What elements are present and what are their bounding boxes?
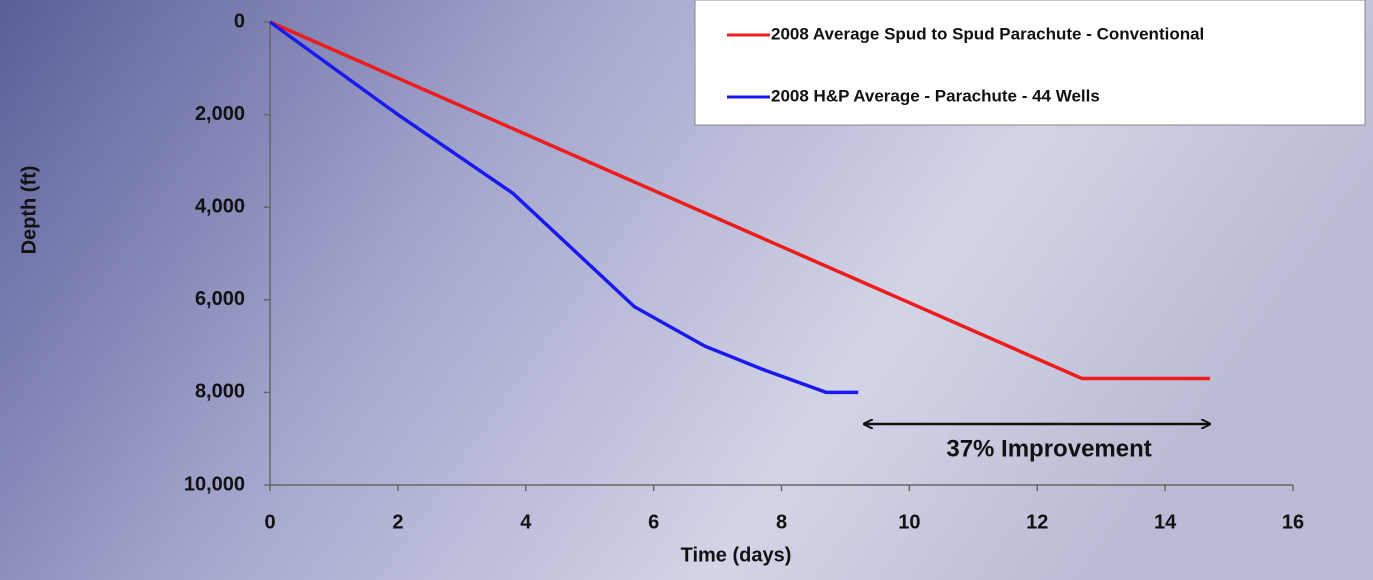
y-axis-label: Depth (ft): [18, 166, 40, 255]
x-tick-label: 4: [520, 511, 532, 533]
y-tick-label: 8,000: [195, 381, 245, 403]
x-axis-label: Time (days): [681, 544, 792, 566]
x-tick-label: 16: [1282, 511, 1304, 533]
x-tick-label: 6: [648, 511, 659, 533]
y-tick-label: 6,000: [195, 288, 245, 310]
annotation: 37% Improvement: [946, 435, 1151, 462]
y-tick-label: 2,000: [195, 103, 245, 125]
legend-box: [695, 0, 1365, 125]
y-tick-label: 10,000: [184, 473, 245, 495]
x-tick-label: 12: [1026, 511, 1048, 533]
legend-label: 2008 H&P Average - Parachute - 44 Wells: [771, 86, 1100, 105]
x-tick-label: 14: [1154, 511, 1177, 533]
x-tick-label: 8: [776, 511, 787, 533]
y-tick-label: 0: [234, 10, 245, 32]
legend-label: 2008 Average Spud to Spud Parachute - Co…: [771, 24, 1204, 43]
chart: Depth (ft) Time (days) 2008 Average Spud…: [0, 0, 1373, 580]
x-tick-label: 10: [898, 511, 920, 533]
x-tick-label: 2: [392, 511, 403, 533]
y-tick-label: 4,000: [195, 195, 245, 217]
x-tick-label: 0: [264, 511, 275, 533]
legend: 2008 Average Spud to Spud Parachute - Co…: [695, 0, 1365, 125]
